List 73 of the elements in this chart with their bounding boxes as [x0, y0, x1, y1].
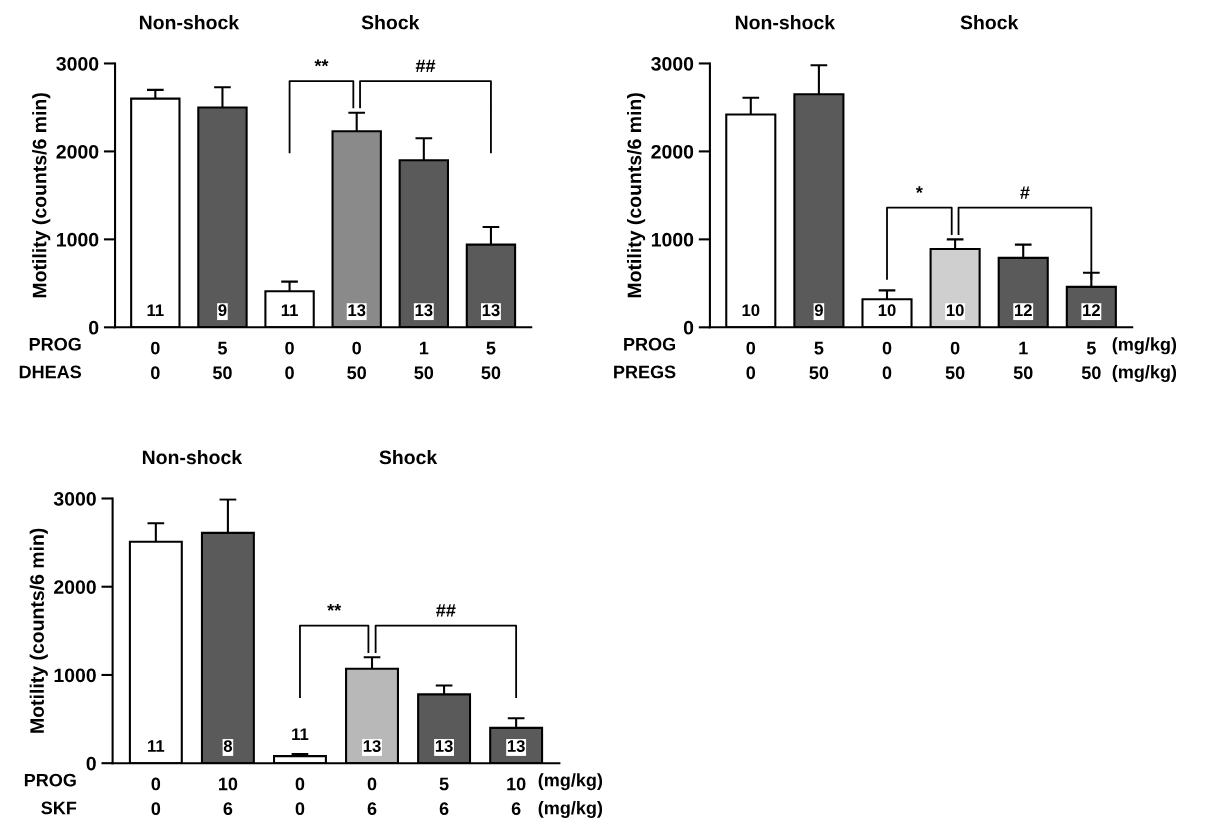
annotation: **	[314, 59, 329, 67]
x-tick-label: 0 0	[151, 777, 161, 816]
y-tick-label: 2000	[56, 144, 99, 159]
annotation: 9	[218, 304, 227, 317]
annotation: 10	[946, 304, 964, 317]
annotation: 12	[1083, 304, 1100, 316]
y-tick-label: 0	[683, 320, 694, 335]
y-tick-label: 2000	[54, 580, 96, 594]
text: (mg/kg)	[1112, 337, 1177, 355]
y-axis-title: Motility (counts/6 min)	[29, 528, 48, 733]
annotation: 13	[435, 740, 453, 752]
x-tick-label: 0 0	[151, 341, 160, 380]
x-tick-label: 0 50	[945, 341, 965, 380]
text: PREGS	[614, 365, 676, 379]
text: Non-shock	[735, 15, 836, 30]
text: (mg/kg)	[1112, 365, 1177, 382]
x-tick-label: 1 50	[414, 341, 434, 380]
text: (mg/kg)	[538, 801, 603, 818]
annotation: ##	[436, 604, 456, 617]
y-tick-label: 0	[89, 320, 99, 335]
annotation: 9	[814, 304, 823, 317]
y-tick-label: 3000	[651, 56, 694, 71]
annotation: 8	[223, 740, 233, 752]
text: Shock	[361, 15, 420, 30]
y-axis-title: Motility (counts/6 min)	[32, 93, 51, 298]
x-tick-label: 0 0	[882, 341, 892, 380]
annotation: #	[1020, 186, 1030, 199]
annotation: 13	[348, 304, 366, 317]
annotation: **	[327, 604, 342, 611]
y-tick-label: 2000	[651, 144, 694, 159]
x-tick-label: 5 50	[809, 341, 829, 380]
y-tick-label: 1000	[651, 232, 694, 247]
annotation: 13	[507, 740, 525, 752]
x-tick-label: 5 6	[439, 777, 449, 816]
annotation: 11	[148, 740, 165, 752]
annotation: 10	[742, 304, 760, 317]
text: DHEAS	[19, 365, 82, 379]
x-tick-label: 0 0	[285, 341, 294, 380]
text: Shock	[960, 15, 1019, 30]
annotation: *	[915, 186, 923, 193]
y-axis-title: Motility (counts/6 min)	[627, 93, 646, 298]
annotation: 10	[878, 304, 896, 317]
x-tick-label: 0 6	[367, 777, 377, 816]
text: Non-shock	[139, 15, 240, 30]
text: Shock	[379, 449, 438, 465]
annotation: 13	[363, 740, 381, 752]
text: SKF	[41, 801, 77, 815]
x-tick-label: 5 50	[481, 341, 501, 380]
text: Non-shock	[142, 449, 243, 465]
x-tick-label: 10 6	[219, 777, 238, 816]
annotation: 11	[147, 304, 164, 316]
y-tick-label: 1000	[57, 232, 99, 247]
text: (mg/kg)	[538, 773, 603, 791]
y-tick-label: 1000	[54, 668, 96, 683]
text: PROG	[24, 773, 76, 787]
y-tick-label: 3000	[56, 56, 99, 71]
text: PROG	[624, 337, 676, 351]
y-tick-label: 3000	[53, 491, 96, 506]
y-tick-label: 0	[86, 756, 96, 771]
annotation: 13	[415, 304, 433, 317]
x-tick-label: 10 6	[507, 777, 526, 816]
annotation: ##	[415, 59, 436, 73]
x-tick-label: 5 50	[1081, 341, 1101, 380]
annotation: 12	[1015, 304, 1032, 316]
x-tick-label: 0 0	[746, 341, 756, 380]
annotation: 11	[281, 304, 298, 316]
x-tick-label: 5 50	[212, 341, 232, 380]
x-tick-label: 1 50	[1013, 341, 1033, 380]
annotation: 11	[292, 728, 309, 740]
x-tick-label: 0 50	[347, 341, 366, 380]
text: PROG	[29, 337, 81, 351]
annotation: 13	[482, 304, 500, 317]
x-tick-label: 0 0	[295, 777, 305, 816]
